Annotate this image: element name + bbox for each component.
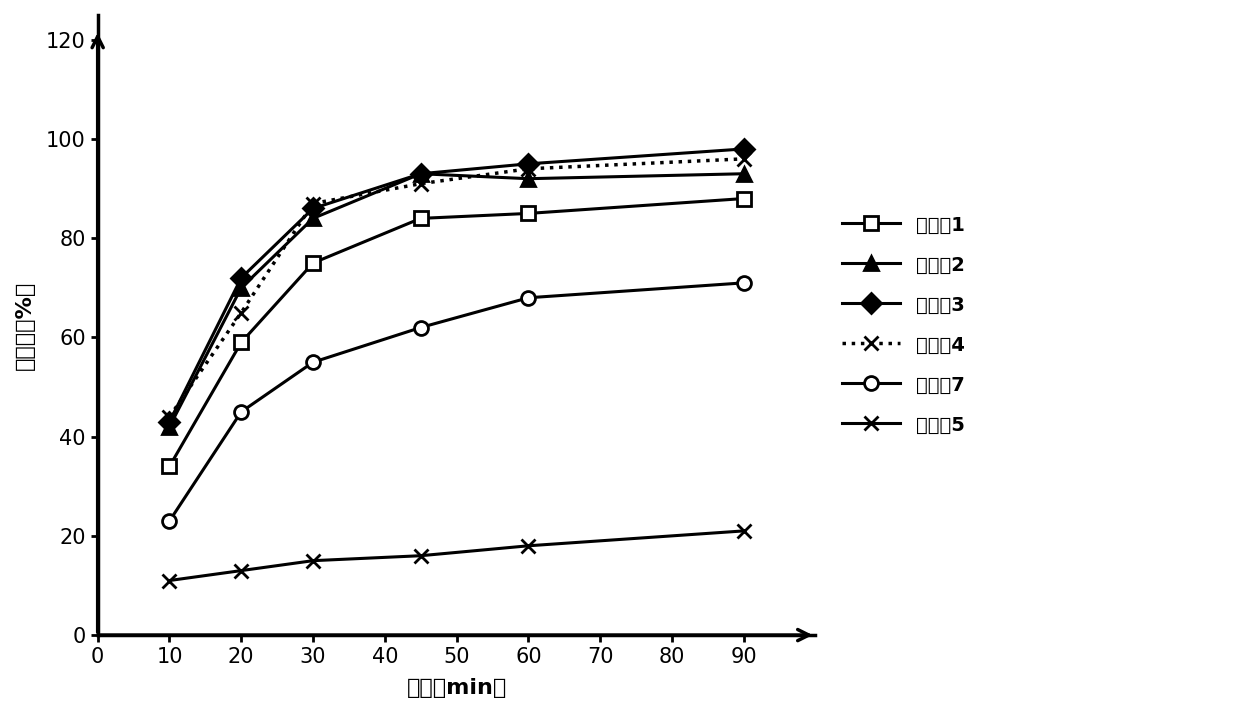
实施例3 [413,170,428,178]
实施例2 [737,170,751,178]
实施例4 [413,180,428,188]
Legend: 实施例1, 实施例2, 实施例3, 实施例4, 实施例7, 实施例5: 实施例1, 实施例2, 实施例3, 实施例4, 实施例7, 实施例5 [832,205,975,445]
实施例1 [413,214,428,222]
实施例3 [162,418,177,426]
实施例5 [162,576,177,585]
实施例2 [305,214,320,222]
实施例1 [162,462,177,471]
实施例1 [521,209,536,217]
实施例7 [413,323,428,332]
实施例7 [162,517,177,525]
实施例4 [521,165,536,173]
实施例5 [305,556,320,565]
实施例5 [234,566,249,575]
实施例3 [305,204,320,212]
实施例1 [305,259,320,267]
Line: 实施例7: 实施例7 [162,276,750,528]
Line: 实施例5: 实施例5 [162,524,750,588]
实施例3 [737,145,751,153]
实施例3 [234,274,249,282]
X-axis label: 时间（min）: 时间（min） [407,678,507,698]
实施例2 [521,175,536,183]
Line: 实施例4: 实施例4 [162,152,750,424]
实施例5 [413,551,428,560]
Line: 实施例1: 实施例1 [162,192,750,473]
Line: 实施例3: 实施例3 [162,142,750,429]
Line: 实施例2: 实施例2 [162,167,750,434]
Y-axis label: 溶出度（%）: 溶出度（%） [15,280,35,369]
实施例7 [737,279,751,287]
实施例5 [737,527,751,535]
实施例2 [234,284,249,292]
实施例7 [234,408,249,416]
实施例4 [737,155,751,163]
实施例7 [521,294,536,302]
实施例1 [234,338,249,347]
实施例2 [413,170,428,178]
实施例1 [737,194,751,202]
实施例4 [305,199,320,207]
实施例5 [521,541,536,550]
实施例4 [234,308,249,317]
实施例2 [162,423,177,431]
实施例3 [521,160,536,168]
实施例7 [305,358,320,366]
实施例4 [162,413,177,421]
